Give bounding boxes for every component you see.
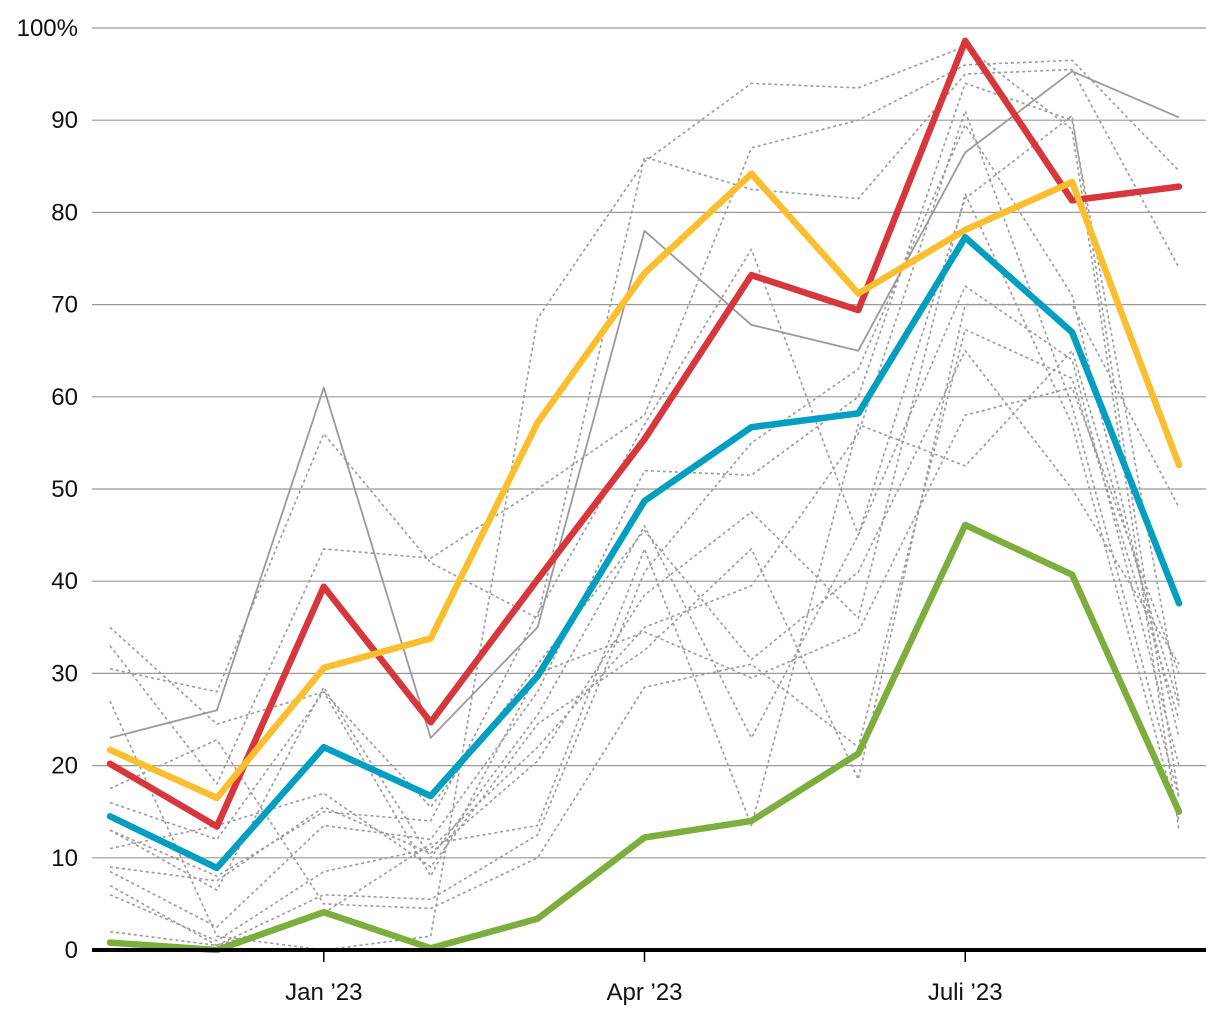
y-tick-label: 10 <box>51 845 78 872</box>
gridlines <box>92 27 1206 859</box>
yellow-series-line <box>106 170 1183 802</box>
background-series <box>109 45 1180 951</box>
background-series-dotted-line <box>109 349 1180 947</box>
y-tick-label: 40 <box>51 568 78 595</box>
background-series-dotted-line <box>109 68 1180 693</box>
y-tick-label: 50 <box>51 476 78 503</box>
background-series-dotted-line <box>109 45 1180 951</box>
y-tick-label: 20 <box>51 753 78 780</box>
y-tick-label: 60 <box>51 384 78 411</box>
background-series-dotted-line <box>109 124 1180 947</box>
background-series-dotted-line <box>109 386 1180 878</box>
highlighted-series <box>106 37 1183 954</box>
green-series-line <box>106 521 1183 954</box>
background-series-dotted-line <box>109 114 1180 878</box>
x-tick-label: Apr ’23 <box>606 979 682 1006</box>
background-series-line <box>109 70 1180 739</box>
y-axis-labels: 0 10 20 30 40 50 60 70 80 90 100% <box>17 15 78 964</box>
x-tick-label: Juli ’23 <box>928 979 1003 1006</box>
background-series-dotted-line <box>109 349 1180 808</box>
y-tick-label: 70 <box>51 292 78 319</box>
blue-series-line <box>106 234 1183 872</box>
background-series-dotted-line <box>109 110 1180 942</box>
x-axis: Jan ’23 Apr ’23 Juli ’23 <box>92 948 1206 1006</box>
background-series-dotted-line <box>109 285 1180 891</box>
background-series-dotted-line <box>109 59 1180 785</box>
y-tick-label: 30 <box>51 660 78 687</box>
red-series-line <box>106 37 1183 830</box>
background-series-dotted-line <box>109 303 1180 868</box>
x-tick-label: Jan ’23 <box>285 979 362 1006</box>
background-series-dotted-line <box>109 193 1180 882</box>
y-tick-label: 80 <box>51 199 78 226</box>
y-tick-label: 100% <box>17 15 78 42</box>
y-tick-label: 0 <box>65 937 78 964</box>
y-tick-label: 90 <box>51 107 78 134</box>
background-series-dotted-line <box>109 328 1180 910</box>
